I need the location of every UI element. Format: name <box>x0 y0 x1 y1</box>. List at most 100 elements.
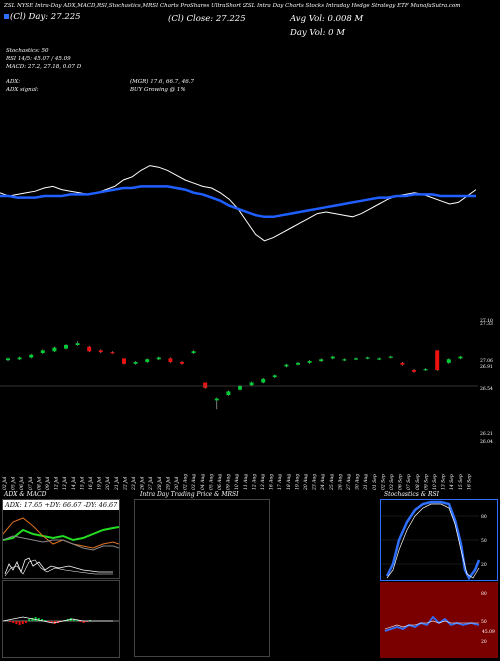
stochastics-panel: 80 50 20 <box>380 499 498 581</box>
rsi-level-50: 50 <box>481 619 487 625</box>
date-tick-label: 22 Jul <box>122 476 128 490</box>
candle <box>354 358 358 360</box>
macd-hist-bar <box>85 621 88 622</box>
candle <box>307 361 312 363</box>
avg-volume: Avg Vol: 0.008 M <box>290 14 364 24</box>
day-volume: Day Vol: 0 M <box>290 28 345 38</box>
stoch-level-50: 50 <box>481 538 487 544</box>
price-label-6: 26.04 <box>480 439 493 445</box>
candle <box>296 362 300 365</box>
date-tick-label: 18 Aug <box>286 474 292 490</box>
price-label-4: 26.54 <box>480 386 493 392</box>
rsi-level-80: 80 <box>481 591 487 597</box>
rsi-signal-line <box>384 620 479 630</box>
stoch-level-80: 80 <box>481 514 487 520</box>
date-tick-label: 09 Aug <box>226 474 232 490</box>
macd-hist-bar <box>47 621 50 622</box>
macd-hist-bar <box>28 619 31 621</box>
intra-panel-title: Intra Day Trading Price & MRSI <box>140 491 239 498</box>
date-tick-label: 27 Jul <box>148 476 154 490</box>
macd-hist-bar <box>25 621 27 623</box>
date-tick-label: 16 Aug <box>269 474 275 490</box>
date-tick-label: 05 Aug <box>208 474 214 490</box>
macd-hist-bar <box>34 617 37 621</box>
adx-plus-line <box>2 526 120 542</box>
candle <box>122 358 126 364</box>
candle <box>156 357 161 360</box>
date-tick-label: 31 Aug <box>363 474 369 490</box>
header-title: ZSL Intra Day Charts Stocks Intraday Hed… <box>244 3 461 9</box>
legend-swatch <box>4 14 9 19</box>
macd-hist-bar <box>76 620 79 621</box>
macd-hist <box>2 616 119 625</box>
date-tick-label: 30 Aug <box>355 474 361 490</box>
header-day: (Cl) Day: 27.225 <box>10 12 81 22</box>
macd-hist-bar <box>37 618 40 621</box>
stochastics-text: Stochastics: 50 <box>6 48 49 54</box>
candle <box>423 369 428 371</box>
date-tick-label: 25 Aug <box>329 474 335 490</box>
stoch-d-line <box>386 503 480 579</box>
candle <box>226 391 231 395</box>
date-tick-label: 10 Sep <box>432 474 438 490</box>
date-tick-label: 28 Jul <box>157 476 163 490</box>
date-tick-label: 09 Sep <box>423 474 429 490</box>
date-tick-label: 13 Aug <box>260 474 266 490</box>
macd-hist-bar <box>79 621 82 622</box>
adx-signal-label: ADX signal: <box>6 87 39 93</box>
rsi-badge: 45.09 <box>482 629 495 635</box>
date-tick-label: 15 Sep <box>458 474 464 490</box>
adx-badge: ADX: 17.65 +DY: 66.67 -DY: 46.67 <box>4 501 118 509</box>
candle <box>214 398 219 401</box>
date-tick-label: 04 Aug <box>200 474 206 490</box>
date-tick-label: 17 Aug <box>277 474 283 490</box>
adx-values: (MGR) 17.6, 66.7, 46.7 <box>130 79 194 85</box>
date-tick-label: 08 Sep <box>415 474 421 490</box>
date-tick-label: 15 Jul <box>79 476 85 490</box>
candle <box>133 361 138 364</box>
date-tick-label: 08 Jul <box>36 476 42 490</box>
adx-panel-title: ADX & MACD <box>4 491 47 498</box>
candle <box>400 362 405 365</box>
date-tick-label: 27 Aug <box>346 474 352 490</box>
price-label-1: 27.33 <box>480 321 493 327</box>
date-tick-label: 30 Jul <box>174 476 180 490</box>
adx-signal-value: BUY Growing @ 1% <box>130 87 186 93</box>
adx-panel: ADX: 17.65 +DY: 66.67 -DY: 46.67 <box>2 499 120 579</box>
macd-line <box>4 557 113 575</box>
date-tick-label: 11 Aug <box>243 474 249 490</box>
main-chart: 02 Jul 05 Jul 06 Jul 07 Jul 08 Jul 09 Jul 12 J… <box>0 165 493 490</box>
date-tick-label: 26 Aug <box>337 474 343 490</box>
adx-chart: ADX: 17.65 +DY: 66.67 -DY: 46.67 <box>2 500 120 577</box>
stoch-k-line <box>385 500 481 581</box>
macd-hist-bar <box>50 621 53 623</box>
date-tick-label: 13 Sep <box>441 474 447 490</box>
stoch-panel-title: Stochastics & RSI <box>384 491 439 498</box>
candle <box>40 350 45 354</box>
rsi-text: RSI 14/5: 45.07 / 45.09 <box>6 56 71 62</box>
date-tick-label: 20 Aug <box>303 474 309 490</box>
stoch-level-20: 20 <box>481 562 487 568</box>
price-label-3: 26.91 <box>480 364 493 370</box>
date-tick-label: 12 Aug <box>251 474 257 490</box>
macd-hist-bar <box>41 619 43 621</box>
date-tick-label: 29 Jul <box>165 476 171 490</box>
candle <box>87 346 92 352</box>
macd-panel <box>2 580 120 658</box>
date-tick-label: 24 Aug <box>320 474 326 490</box>
date-tick-label: 20 Jul <box>105 476 111 490</box>
date-tick-label: 23 Jul <box>131 476 137 490</box>
date-tick-label: 19 Jul <box>97 476 103 490</box>
rsi-panel: 80 50 20 45.09 <box>380 582 498 658</box>
candle <box>64 345 68 349</box>
date-tick-label: 01 Sep <box>372 474 378 490</box>
macd-hist-line <box>2 616 113 624</box>
macd-hist-bar <box>9 621 11 622</box>
date-tick-label: 06 Jul <box>19 476 25 490</box>
candle <box>446 359 451 363</box>
header-line1: ZSL NYSE Intra-Day ADX,MACD,RSI,Stochast… <box>4 3 244 9</box>
date-tick-label: 02 Aug <box>183 474 189 490</box>
date-tick-label: 12 Jul <box>54 476 60 490</box>
candle <box>180 361 184 364</box>
intraday-panel <box>134 499 270 657</box>
